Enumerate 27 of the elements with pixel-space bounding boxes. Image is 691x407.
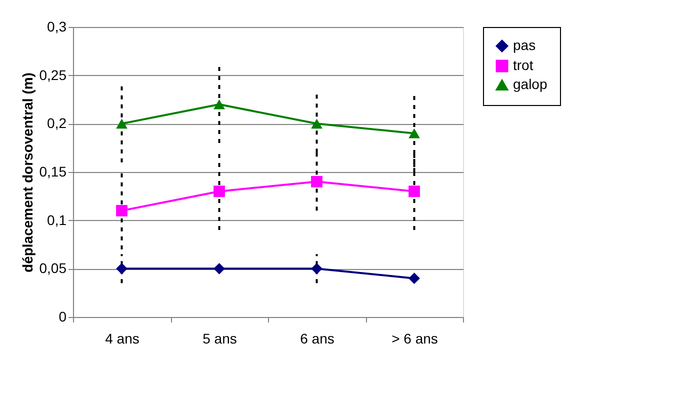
point [311, 176, 322, 188]
point [311, 262, 322, 274]
point [408, 186, 420, 198]
point [214, 262, 225, 274]
point [311, 118, 322, 129]
point [116, 262, 128, 274]
legend-label: galop [513, 76, 548, 92]
point [214, 186, 225, 198]
point [116, 204, 128, 216]
y-tick-label: 0,3 [47, 18, 67, 34]
point [408, 272, 420, 284]
point [408, 128, 420, 138]
legend-label: trot [513, 57, 534, 73]
y-tick-label: 0,25 [39, 66, 67, 83]
x-tick-label: 4 ans [105, 330, 140, 346]
y-tick-label: 0,1 [47, 212, 67, 228]
legend-label: pas [513, 37, 536, 53]
x-tick-label: > 6 ans [392, 330, 438, 346]
point [214, 99, 225, 110]
y-tick-label: 0,05 [39, 260, 67, 276]
y-tick-label: 0,2 [47, 115, 67, 132]
x-tick-label: 5 ans [202, 330, 237, 346]
y-tick-label: 0,15 [39, 164, 67, 180]
point [116, 118, 128, 129]
y-axis-title: déplacement dorsoventral (m) [19, 72, 36, 272]
x-tick-label: 6 ans [300, 330, 334, 346]
y-tick-label: 0 [58, 308, 67, 324]
